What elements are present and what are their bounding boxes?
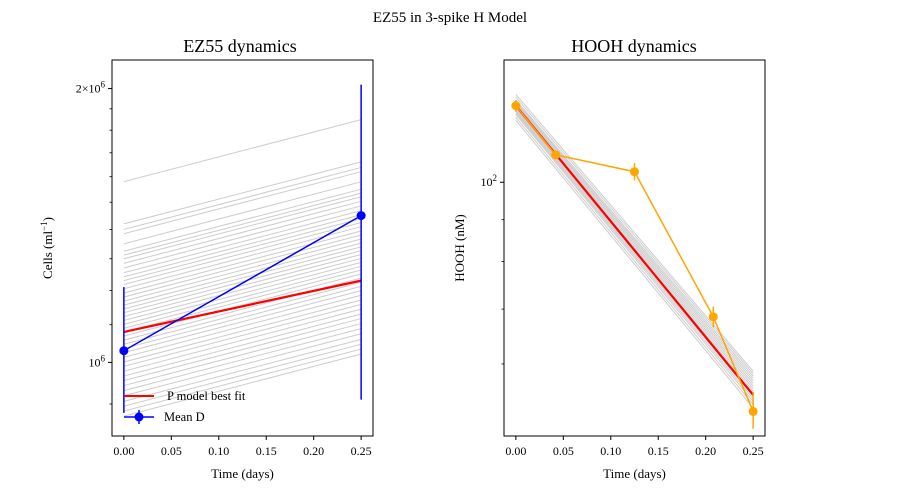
ez55-panel-title: EZ55 dynamics (183, 36, 296, 56)
hooh-panel: HOOH dynamics Time (days) HOOH (nM) 0.00… (452, 36, 766, 481)
ez55-model-run-line (123, 318, 362, 382)
ez55-model-run-line (123, 265, 362, 329)
ez55-model-run-line (123, 343, 362, 407)
ez55-model-run-line (123, 205, 362, 269)
legend-marker-mean-d (134, 412, 144, 422)
ez55-model-run-line (123, 196, 362, 260)
hooh-model-run-line (515, 103, 754, 384)
ez55-y-axis-label-end: ) (40, 217, 55, 221)
ez55-model-run-line (123, 226, 362, 290)
ez55-model-run-line (123, 303, 362, 367)
legend: P model best fit Mean D (124, 389, 246, 424)
ez55-model-run-line (123, 234, 362, 298)
ez55-model-run-line (123, 210, 362, 274)
ez55-model-run-line (123, 200, 362, 264)
ez55-model-run-line (123, 230, 362, 294)
hooh-x-tick-label: 0.10 (600, 444, 621, 458)
hooh-model-run-line (515, 120, 754, 409)
hooh-x-tick-label: 0.20 (695, 444, 716, 458)
ez55-model-run-line (123, 285, 362, 349)
hooh-observed-point (630, 167, 639, 177)
ez55-model-run-line (123, 281, 362, 345)
mean-d-point (119, 346, 129, 356)
ez55-x-tick-label: 0.00 (113, 444, 134, 458)
ez55-axes-frame (111, 59, 374, 437)
ez55-y-tick-label: 106 (89, 353, 106, 369)
ez55-model-run-line (123, 261, 362, 325)
hooh-observed-point (511, 101, 521, 111)
hooh-model-run-line (515, 102, 754, 382)
mean-d-point (356, 211, 366, 221)
ez55-model-run-line (123, 338, 362, 402)
ez55-model-run-line (123, 269, 362, 333)
ez55-model-run-line (123, 299, 362, 363)
hooh-model-run-line (515, 114, 754, 402)
legend-label-mean-d: Mean D (164, 410, 205, 424)
ez55-y-axis-label-exponent: −1 (39, 221, 49, 231)
ez55-model-run-line (123, 313, 362, 377)
ez55-model-run-line (123, 238, 362, 302)
ez55-x-tick-label: 0.20 (303, 444, 324, 458)
hooh-model-run-line (515, 101, 754, 379)
ez55-model-run-line (123, 290, 362, 354)
hooh-model-run-line (515, 112, 754, 400)
ez55-y-tick-label: 2×106 (76, 80, 106, 96)
ez55-model-run-line (123, 257, 362, 321)
hooh-model-run-line (515, 96, 754, 374)
ez55-model-run-line (123, 119, 362, 183)
hooh-panel-title: HOOH dynamics (571, 36, 696, 56)
ez55-x-tick-label: 0.05 (161, 444, 182, 458)
ez55-model-run-line (123, 323, 362, 387)
ez55-model-run-line (123, 328, 362, 392)
ez55-model-run-line (123, 171, 362, 235)
figure-title: EZ55 in 3-spike H Model (373, 10, 527, 26)
ez55-model-run-line (123, 348, 362, 412)
ez55-model-run-line (123, 333, 362, 397)
ez55-model-run-line (123, 214, 362, 278)
ez55-model-run-line (123, 166, 362, 230)
ez55-model-run-line (123, 294, 362, 358)
ez55-model-run-line (123, 161, 362, 225)
ez55-model-run-line (123, 221, 362, 285)
ez55-x-tick-label: 0.15 (256, 444, 277, 458)
hooh-observed-point (708, 312, 718, 322)
ez55-x-tick-label: 0.25 (351, 444, 372, 458)
hooh-y-tick-label: 102 (481, 173, 498, 189)
ez55-y-axis-label-base: Cells (ml (40, 231, 55, 279)
ez55-plot-area: 0.00 0.05 0.10 0.15 0.20 0.25 106 2×106 (76, 80, 372, 458)
hooh-x-axis-label: Time (days) (603, 466, 666, 481)
ez55-model-run-line (123, 250, 362, 314)
ez55-y-axis-label: Cells (ml−1) (39, 217, 55, 279)
hooh-plot-area: 0.00 0.05 0.10 0.15 0.20 0.25 102 (481, 94, 764, 458)
ez55-model-run-line (123, 273, 362, 337)
ez55-model-run-line (123, 246, 362, 310)
hooh-x-tick-label: 0.05 (553, 444, 574, 458)
p-model-best-fit-line (123, 279, 362, 334)
hooh-x-tick-label: 0.00 (505, 444, 526, 458)
hooh-model-run-line (515, 94, 754, 372)
legend-label-p-model: P model best fit (167, 389, 246, 403)
ez55-x-axis-label: Time (days) (211, 466, 274, 481)
ez55-model-run-line (123, 353, 362, 417)
ez55-panel: EZ55 dynamics Time (days) Cells (ml−1) 0… (39, 36, 374, 481)
ez55-model-run-line (123, 192, 362, 256)
hooh-y-axis-label: HOOH (nM) (452, 214, 467, 282)
hooh-axes-frame (503, 59, 766, 437)
ez55-model-run-line (123, 242, 362, 306)
hooh-model-run-line (515, 117, 754, 406)
ez55-model-run-line (123, 188, 362, 252)
hooh-model-run-line (515, 99, 754, 377)
hooh-observed-point (748, 406, 758, 416)
ez55-model-run-line (123, 218, 362, 282)
ez55-model-run-line (123, 254, 362, 318)
ez55-model-run-line (123, 308, 362, 372)
ez55-model-run-line (123, 181, 362, 245)
hooh-x-tick-label: 0.15 (648, 444, 669, 458)
hooh-observed-point (551, 150, 561, 160)
hooh-x-tick-label: 0.25 (743, 444, 764, 458)
ez55-x-tick-label: 0.10 (208, 444, 229, 458)
mean-d-line (123, 214, 362, 352)
